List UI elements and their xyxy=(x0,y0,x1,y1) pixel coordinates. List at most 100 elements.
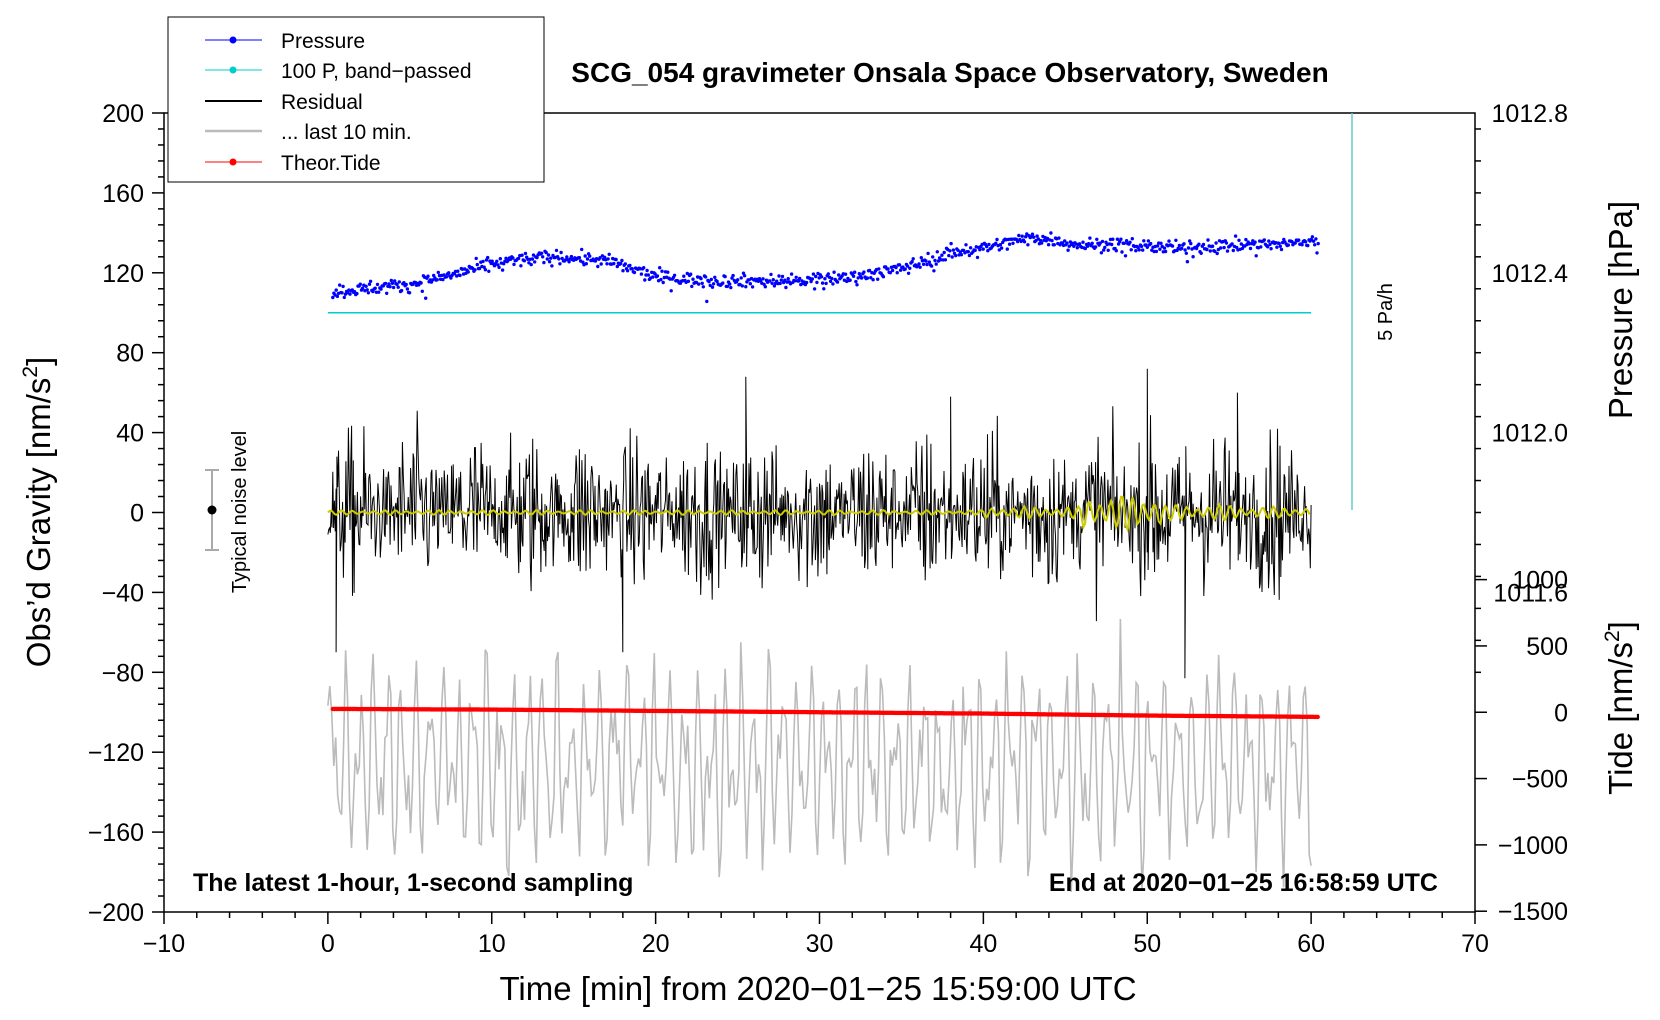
y-axis-ticks xyxy=(152,112,164,913)
pressure-point xyxy=(1233,234,1238,238)
pressure-point xyxy=(997,248,1001,252)
pressure-point xyxy=(1253,240,1257,244)
pressure-point xyxy=(903,267,907,271)
pressure-point xyxy=(598,256,602,260)
pressure-point xyxy=(659,277,663,282)
pressure-point xyxy=(1110,242,1114,247)
pressure-point xyxy=(565,255,569,259)
pressure-point xyxy=(341,284,345,289)
pressure-point xyxy=(1049,231,1053,235)
pressure-point xyxy=(539,251,544,255)
pressure-point xyxy=(1103,245,1107,250)
pressure-point xyxy=(862,270,866,274)
pressure-point xyxy=(853,270,857,274)
y-tick-label: 160 xyxy=(102,180,144,208)
pressure-point xyxy=(1134,249,1138,253)
pressure-point xyxy=(661,280,665,285)
pressure-point xyxy=(1254,254,1258,258)
pressure-point xyxy=(1224,241,1229,245)
pressure-point xyxy=(1022,240,1027,244)
scale-bar-label: 5 Pa/h xyxy=(1375,283,1397,341)
pressure-point xyxy=(1185,260,1190,264)
filtered-residual-line xyxy=(327,495,1311,534)
residual-line xyxy=(327,368,1312,679)
pressure-point xyxy=(390,281,395,285)
pressure-point xyxy=(763,285,767,289)
pressure-point xyxy=(906,271,911,275)
pressure-point xyxy=(1230,242,1234,246)
pressure-point xyxy=(1123,254,1128,258)
pressure-point xyxy=(1115,237,1120,241)
pressure-point xyxy=(393,279,397,283)
pressure-point xyxy=(697,282,701,286)
pressure-point xyxy=(815,280,819,285)
pressure-point xyxy=(588,254,592,258)
pressure-tick-labels: 1012.8 1012.4 1012.0 1011.6 xyxy=(1492,100,1569,607)
pressure-point xyxy=(599,262,603,266)
pressure-point xyxy=(584,262,588,266)
pressure-point xyxy=(520,253,524,257)
pressure-point xyxy=(1142,239,1146,243)
pressure-point xyxy=(660,269,664,273)
pressure-point xyxy=(541,255,545,259)
pressure-point xyxy=(772,284,777,288)
pressure-point xyxy=(779,278,783,282)
pressure-point xyxy=(355,291,359,296)
pressure-point xyxy=(731,273,735,278)
pressure-point xyxy=(1240,246,1245,251)
pressure-point xyxy=(1137,248,1141,252)
pressure-point xyxy=(822,287,826,291)
pressure-point xyxy=(1081,240,1085,244)
pressure-point xyxy=(918,265,922,269)
pressure-point xyxy=(625,269,630,273)
pressure-point xyxy=(761,277,765,281)
pressure-point xyxy=(358,282,362,286)
pressure-point xyxy=(519,264,523,268)
pressure-point xyxy=(523,251,528,256)
pressure-point xyxy=(1088,236,1092,240)
tide-axis-title-main: Tide [nm/s xyxy=(1602,642,1639,795)
pressure-point xyxy=(615,264,619,269)
pressure-point xyxy=(701,285,705,289)
pressure-point xyxy=(1057,236,1061,240)
pressure-point xyxy=(338,283,342,287)
pressure-point xyxy=(547,260,552,264)
pressure-point xyxy=(1026,243,1030,247)
noise-level-indicator: Typical noise level xyxy=(205,431,251,593)
pressure-point xyxy=(1184,251,1189,255)
legend-label-tide: Theor.Tide xyxy=(281,152,381,175)
pressure-point xyxy=(769,272,773,277)
pressure-point xyxy=(744,285,748,289)
pressure-point xyxy=(750,285,755,289)
tide-axis-title: Tide [nm/s2] xyxy=(1601,621,1639,795)
pressure-point xyxy=(458,273,462,278)
pressure-point xyxy=(810,277,814,281)
pressure-point xyxy=(430,278,435,282)
pressure-point xyxy=(1015,239,1020,244)
pressure-point xyxy=(811,272,816,276)
tide-tick-labels: 1000 500 0 −500 −1000 −1500 xyxy=(1498,567,1568,927)
pressure-point xyxy=(396,285,400,289)
pressure-point xyxy=(545,257,549,261)
legend-label-last10: ... last 10 min. xyxy=(281,121,412,144)
pressure-point xyxy=(1174,238,1178,242)
pressure-point xyxy=(619,261,623,266)
y-tick-label: 0 xyxy=(130,500,144,528)
pressure-tick-label: 1012.0 xyxy=(1492,420,1568,448)
pressure-point xyxy=(835,280,840,284)
pressure-point xyxy=(646,273,650,277)
pressure-point xyxy=(364,284,368,288)
pressure-point xyxy=(334,288,338,292)
y-tick-label: −200 xyxy=(88,899,144,927)
pressure-point xyxy=(917,262,921,266)
pressure-point xyxy=(1146,239,1151,243)
pressure-point xyxy=(998,243,1003,247)
pressure-point xyxy=(975,255,980,260)
pressure-point xyxy=(685,271,689,276)
pressure-point xyxy=(931,255,935,259)
x-tick-label: 40 xyxy=(969,930,997,958)
pressure-point xyxy=(713,275,717,279)
pressure-point xyxy=(1231,248,1236,253)
pressure-point xyxy=(888,271,892,275)
pressure-point xyxy=(895,271,899,275)
